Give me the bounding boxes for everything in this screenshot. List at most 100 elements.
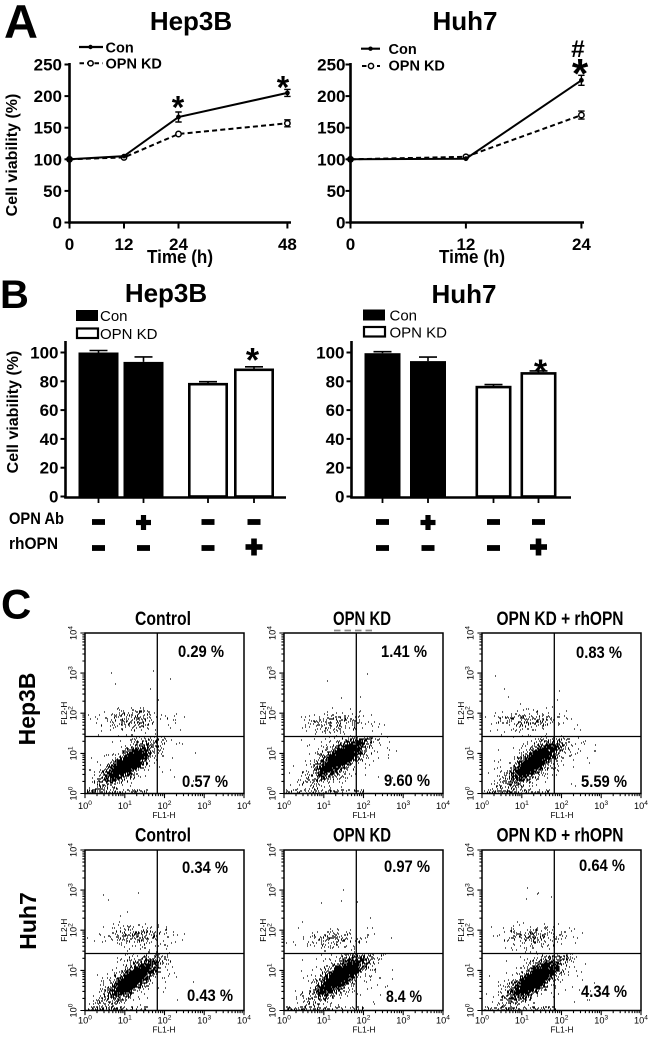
svg-text:101: 101: [267, 746, 278, 760]
svg-text:103: 103: [267, 666, 278, 680]
svg-text:40: 40: [40, 430, 59, 449]
svg-text:*: *: [277, 70, 290, 106]
svg-text:OPN KD: OPN KD: [100, 326, 158, 343]
svg-text:104: 104: [68, 626, 79, 640]
svg-text:Hep3B: Hep3B: [125, 278, 207, 308]
svg-text:103: 103: [267, 883, 278, 897]
svg-text:102: 102: [465, 923, 476, 937]
svg-text:80: 80: [326, 372, 345, 391]
svg-text:100: 100: [475, 800, 489, 811]
svg-text:100: 100: [267, 1003, 278, 1017]
svg-text:101: 101: [267, 963, 278, 977]
svg-text:Hep3B: Hep3B: [150, 6, 232, 36]
svg-text:FL2-H: FL2-H: [59, 919, 69, 942]
svg-text:FL1-H: FL1-H: [352, 1025, 375, 1035]
svg-text:102: 102: [357, 1015, 371, 1026]
svg-text:103: 103: [465, 883, 476, 897]
svg-text:rhOPN: rhOPN: [9, 534, 58, 553]
svg-text:0.83 %: 0.83 %: [576, 644, 622, 662]
svg-text:103: 103: [197, 1015, 211, 1026]
svg-text:OPN Ab: OPN Ab: [9, 509, 64, 528]
svg-text:102: 102: [357, 800, 371, 811]
svg-text:80: 80: [40, 372, 59, 391]
svg-text:Time (h): Time (h): [439, 247, 505, 267]
svg-text:Control: Control: [135, 609, 191, 630]
svg-text:0: 0: [65, 235, 74, 254]
svg-text:0: 0: [336, 214, 345, 233]
svg-text:*: *: [572, 50, 589, 97]
svg-text:103: 103: [396, 1015, 410, 1026]
svg-text:104: 104: [237, 800, 251, 811]
svg-text:103: 103: [396, 800, 410, 811]
svg-text:103: 103: [197, 800, 211, 811]
svg-text:50: 50: [43, 182, 62, 201]
svg-text:OPN KD: OPN KD: [389, 59, 445, 75]
svg-text:150: 150: [34, 119, 62, 138]
svg-text:102: 102: [158, 800, 172, 811]
svg-text:250: 250: [34, 56, 62, 75]
svg-text:0: 0: [53, 214, 62, 233]
svg-text:FL2-H: FL2-H: [456, 919, 466, 942]
svg-text:4.34 %: 4.34 %: [581, 983, 627, 1001]
svg-text:102: 102: [68, 923, 79, 937]
svg-text:Hep3B: Hep3B: [14, 673, 40, 746]
svg-text:101: 101: [317, 1015, 331, 1026]
svg-text:102: 102: [267, 706, 278, 720]
svg-text:104: 104: [436, 800, 450, 811]
svg-text:50: 50: [327, 182, 346, 201]
svg-text:FL1-H: FL1-H: [152, 810, 175, 820]
svg-text:9.60 %: 9.60 %: [384, 772, 430, 790]
svg-text:101: 101: [515, 1015, 529, 1026]
svg-text:FL1-H: FL1-H: [550, 810, 573, 820]
svg-text:102: 102: [158, 1015, 172, 1026]
svg-text:100: 100: [277, 1015, 291, 1026]
svg-text:FL1-H: FL1-H: [152, 1025, 175, 1035]
svg-text:8.4 %: 8.4 %: [386, 988, 422, 1006]
svg-text:Control: Control: [135, 826, 191, 847]
svg-text:0.97 %: 0.97 %: [384, 858, 430, 876]
svg-text:104: 104: [436, 1015, 450, 1026]
svg-text:101: 101: [465, 746, 476, 760]
svg-text:104: 104: [634, 800, 648, 811]
svg-text:60: 60: [326, 401, 345, 420]
svg-text:60: 60: [40, 401, 59, 420]
svg-text:0.57 %: 0.57 %: [182, 773, 228, 791]
svg-text:103: 103: [68, 666, 79, 680]
svg-text:A: A: [4, 0, 38, 48]
svg-text:Time (h): Time (h): [147, 247, 213, 267]
svg-text:5.59 %: 5.59 %: [581, 773, 627, 791]
svg-text:103: 103: [594, 800, 608, 811]
svg-text:0.29 %: 0.29 %: [178, 643, 224, 661]
svg-text:*: *: [246, 342, 260, 380]
svg-text:Con: Con: [100, 308, 128, 325]
svg-text:102: 102: [68, 706, 79, 720]
svg-text:104: 104: [267, 843, 278, 857]
svg-text:FL1-H: FL1-H: [352, 810, 375, 820]
svg-text:Cell viability (%): Cell viability (%): [5, 351, 22, 474]
svg-text:100: 100: [34, 150, 62, 169]
svg-text:48: 48: [278, 235, 297, 254]
svg-text:104: 104: [465, 626, 476, 640]
svg-text:*: *: [172, 90, 185, 126]
svg-text:100: 100: [317, 150, 345, 169]
svg-text:103: 103: [594, 1015, 608, 1026]
svg-text:101: 101: [118, 1015, 132, 1026]
svg-text:FL1-H: FL1-H: [550, 1025, 573, 1035]
svg-text:Huh7: Huh7: [433, 6, 498, 36]
svg-text:101: 101: [118, 800, 132, 811]
svg-text:24: 24: [572, 235, 591, 254]
svg-text:0: 0: [346, 235, 355, 254]
svg-text:C: C: [1, 581, 31, 628]
svg-text:100: 100: [316, 344, 344, 363]
svg-text:103: 103: [465, 666, 476, 680]
svg-text:104: 104: [267, 626, 278, 640]
svg-text:100: 100: [68, 1003, 79, 1017]
svg-text:0.34 %: 0.34 %: [182, 859, 228, 877]
svg-text:24: 24: [169, 235, 188, 254]
svg-text:0: 0: [49, 488, 58, 507]
svg-text:OPN KD + rhOPN: OPN KD + rhOPN: [497, 826, 624, 847]
svg-text:101: 101: [68, 746, 79, 760]
svg-text:12: 12: [115, 235, 134, 254]
svg-text:250: 250: [317, 56, 345, 75]
svg-text:1.41 %: 1.41 %: [381, 643, 427, 661]
